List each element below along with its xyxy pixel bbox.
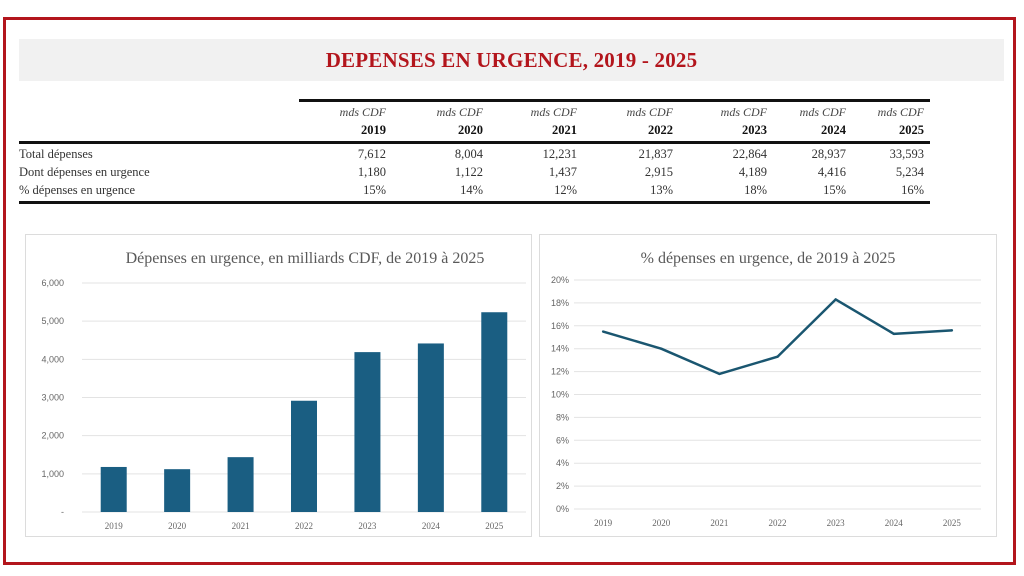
- line-chart-svg: % dépenses en urgence, de 2019 à 2025 0%…: [551, 250, 981, 528]
- x-tick-label: 2025: [943, 518, 962, 528]
- y-tick-label: 6,000: [41, 278, 64, 288]
- title-banner: DEPENSES EN URGENCE, 2019 - 2025: [19, 39, 1004, 81]
- data-point-2025: [950, 329, 954, 332]
- table-cell: 7,612: [357, 147, 386, 161]
- data-point-2023: [834, 298, 837, 301]
- table-cell: 13%: [650, 183, 673, 197]
- bar-2019: [100, 466, 127, 512]
- table-cell: 33,593: [889, 147, 924, 161]
- table-cell: 21,837: [638, 147, 673, 161]
- table-cell: 18%: [744, 183, 767, 197]
- table-cell: 1,437: [548, 165, 577, 179]
- table-cell: 4,416: [817, 165, 846, 179]
- x-tick-label: 2022: [769, 518, 787, 528]
- column-unit: mds CDF: [799, 105, 846, 119]
- bar-chart: Dépenses en urgence, en milliards CDF, d…: [25, 234, 532, 537]
- y-tick-label: 5,000: [41, 316, 64, 326]
- bar-2020: [164, 469, 191, 512]
- x-tick-label: 2024: [422, 521, 441, 531]
- column-unit: mds CDF: [877, 105, 924, 119]
- table-cell: 2,915: [644, 165, 673, 179]
- bar-2021: [227, 457, 254, 512]
- bar-2025: [481, 312, 508, 512]
- y-tick-label: 3,000: [41, 393, 64, 403]
- column-year: 2021: [552, 123, 577, 137]
- bar-2024: [417, 343, 444, 512]
- column-unit: mds CDF: [720, 105, 767, 119]
- y-tick-label: 2%: [556, 481, 569, 491]
- y-tick-label: 1,000: [41, 469, 64, 479]
- y-tick-label: 16%: [551, 321, 569, 331]
- x-tick-label: 2020: [168, 521, 187, 531]
- column-year: 2022: [648, 123, 673, 137]
- column-unit: mds CDF: [530, 105, 577, 119]
- y-tick-label: 18%: [551, 298, 569, 308]
- bar-chart-title: Dépenses en urgence, en milliards CDF, d…: [126, 250, 485, 267]
- line-series: [602, 298, 953, 376]
- table-cell: 22,864: [732, 147, 767, 161]
- column-year: 2025: [899, 123, 924, 137]
- y-tick-label: 8%: [556, 412, 569, 422]
- table-rule-bottom: [19, 201, 930, 204]
- page-title: DEPENSES EN URGENCE, 2019 - 2025: [325, 47, 698, 72]
- table-cell: 5,234: [895, 165, 924, 179]
- bar-chart-svg: Dépenses en urgence, en milliards CDF, d…: [41, 250, 526, 531]
- table-cell: 16%: [901, 183, 924, 197]
- y-tick-label: 6%: [556, 435, 569, 445]
- column-year: 2019: [361, 123, 386, 137]
- x-tick-label: 2024: [885, 518, 904, 528]
- x-tick-label: 2022: [295, 521, 313, 531]
- table-cell: 1,180: [357, 165, 386, 179]
- row-label: % dépenses en urgence: [19, 183, 136, 197]
- table-rule-header: [19, 141, 930, 144]
- y-tick-label: 0%: [556, 504, 569, 514]
- page-frame: [3, 17, 1016, 565]
- column-unit: mds CDF: [436, 105, 483, 119]
- data-point-2024: [892, 332, 895, 336]
- y-tick-label: 12%: [551, 367, 569, 377]
- y-tick-label: 4%: [556, 458, 569, 468]
- line-chart: % dépenses en urgence, de 2019 à 2025 0%…: [539, 234, 997, 537]
- column-year: 2024: [821, 123, 846, 137]
- x-tick-label: 2020: [652, 518, 671, 528]
- table-cell: 28,937: [811, 147, 846, 161]
- table-cell: 15%: [823, 183, 846, 197]
- column-year: 2020: [458, 123, 483, 137]
- x-tick-label: 2021: [710, 518, 728, 528]
- y-tick-label: 14%: [551, 344, 569, 354]
- x-tick-label: 2023: [358, 521, 377, 531]
- x-tick-label: 2025: [485, 521, 504, 531]
- data-point-2022: [776, 355, 779, 358]
- line-chart-title: % dépenses en urgence, de 2019 à 2025: [641, 250, 896, 267]
- data-point-2021: [718, 372, 721, 376]
- data-point-2019: [601, 330, 605, 333]
- table-cell: 1,122: [454, 165, 483, 179]
- table-cell: 12,231: [542, 147, 577, 161]
- table-rule-top: [299, 99, 930, 102]
- column-unit: mds CDF: [339, 105, 386, 119]
- x-tick-label: 2019: [105, 521, 124, 531]
- table-cell: 12%: [554, 183, 577, 197]
- bar-2023: [354, 352, 381, 512]
- x-tick-label: 2019: [594, 518, 613, 528]
- y-tick-label: 2,000: [41, 431, 64, 441]
- data-point-2020: [660, 347, 663, 350]
- table-cell: 8,004: [454, 147, 483, 161]
- row-label: Dont dépenses en urgence: [19, 165, 150, 179]
- table-cell: 15%: [363, 183, 386, 197]
- x-tick-label: 2023: [827, 518, 846, 528]
- y-tick-label: 10%: [551, 390, 569, 400]
- y-tick-label: 20%: [551, 275, 569, 285]
- table-cell: 14%: [460, 183, 483, 197]
- y-tick-label: 4,000: [41, 354, 64, 364]
- column-unit: mds CDF: [626, 105, 673, 119]
- bar-2022: [291, 400, 317, 512]
- table-cell: 4,189: [738, 165, 767, 179]
- column-year: 2023: [742, 123, 767, 137]
- row-label: Total dépenses: [19, 147, 93, 161]
- x-tick-label: 2021: [232, 521, 250, 531]
- y-tick-label: -: [61, 507, 64, 517]
